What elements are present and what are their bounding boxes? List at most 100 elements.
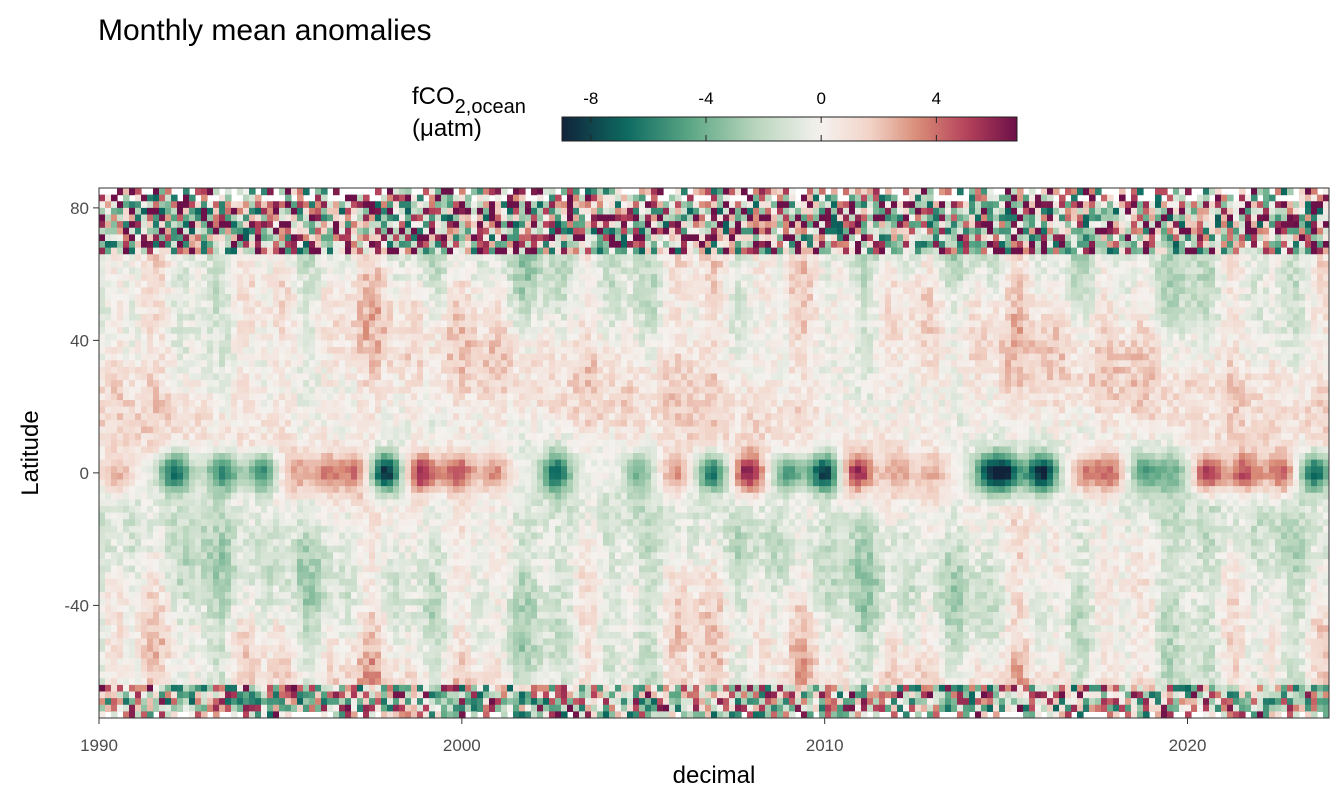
heatmap-cell xyxy=(477,188,484,196)
heatmap-cell xyxy=(315,552,322,560)
heatmap-cell xyxy=(417,373,424,381)
heatmap-cell xyxy=(411,214,418,222)
heatmap-cell xyxy=(255,691,262,699)
heatmap-cell xyxy=(315,373,322,381)
heatmap-cell xyxy=(111,585,118,593)
heatmap-cell xyxy=(399,492,406,500)
heatmap-cell xyxy=(399,294,406,302)
heatmap-cell xyxy=(219,539,226,547)
heatmap-cell xyxy=(147,645,154,653)
heatmap-cell xyxy=(243,313,250,322)
heatmap-cell xyxy=(243,300,250,308)
heatmap-cell xyxy=(321,280,328,288)
heatmap-cell xyxy=(111,466,118,474)
heatmap-cell xyxy=(135,625,142,633)
heatmap-cell xyxy=(447,194,454,202)
heatmap-cell xyxy=(111,439,118,447)
heatmap-cell xyxy=(381,665,388,673)
heatmap-cell xyxy=(327,400,334,408)
heatmap-cell xyxy=(195,625,202,633)
heatmap-cell xyxy=(321,525,328,534)
heatmap-cell xyxy=(261,592,268,600)
heatmap-cell xyxy=(111,711,118,718)
heatmap-cell xyxy=(225,194,232,202)
heatmap-cell xyxy=(309,446,316,454)
heatmap-cell xyxy=(393,612,400,620)
heatmap-cell xyxy=(129,333,136,341)
heatmap-cell xyxy=(471,532,478,540)
heatmap-cell xyxy=(105,658,112,666)
heatmap-cell xyxy=(141,373,148,381)
heatmap-cell xyxy=(405,188,412,196)
heatmap-cell xyxy=(405,274,412,282)
heatmap-cell xyxy=(243,340,250,348)
heatmap-cell xyxy=(123,446,130,454)
heatmap-cell xyxy=(441,254,448,262)
heatmap-cell xyxy=(105,433,112,441)
heatmap-cell xyxy=(345,466,352,474)
legend-title: fCO2,ocean xyxy=(412,83,526,118)
heatmap-cell xyxy=(165,419,172,428)
heatmap-cell xyxy=(321,578,328,587)
heatmap-cell xyxy=(369,406,376,414)
heatmap-cell xyxy=(465,280,472,288)
heatmap-cell xyxy=(429,320,436,328)
heatmap-cell xyxy=(153,380,160,388)
heatmap-cell xyxy=(117,227,124,235)
heatmap-cell xyxy=(405,227,412,235)
heatmap-cell xyxy=(279,618,286,626)
heatmap-cell xyxy=(273,453,280,461)
heatmap-cell xyxy=(123,638,130,646)
heatmap-cell xyxy=(237,188,244,196)
heatmap-cell xyxy=(423,247,430,255)
heatmap-cell xyxy=(237,333,244,341)
heatmap-cell xyxy=(285,320,292,328)
heatmap-cell xyxy=(99,684,106,693)
heatmap-cell xyxy=(321,221,328,229)
heatmap-cell xyxy=(429,241,436,249)
heatmap-cell xyxy=(105,439,112,447)
heatmap-cell xyxy=(147,426,154,434)
heatmap-cell xyxy=(243,691,250,699)
heatmap-cell xyxy=(375,393,382,401)
heatmap-cell xyxy=(237,227,244,235)
heatmap-cell xyxy=(441,280,448,288)
heatmap-cell xyxy=(219,274,226,282)
heatmap-cell xyxy=(393,618,400,626)
heatmap-cell xyxy=(279,294,286,302)
heatmap-cell xyxy=(237,459,244,467)
heatmap-cell xyxy=(321,691,328,699)
heatmap-cell xyxy=(405,539,412,547)
heatmap-cell xyxy=(267,247,274,255)
heatmap-cell xyxy=(339,684,346,693)
heatmap-cell xyxy=(153,287,160,295)
heatmap-cell xyxy=(303,565,310,573)
heatmap-cell xyxy=(315,678,322,686)
heatmap-cell xyxy=(165,340,172,348)
heatmap-cell xyxy=(171,532,178,540)
heatmap-cell xyxy=(147,400,154,408)
heatmap-cell xyxy=(423,320,430,328)
heatmap-cell xyxy=(327,585,334,593)
heatmap-cell xyxy=(267,499,274,507)
heatmap-cell xyxy=(459,320,466,328)
heatmap-cell xyxy=(141,201,148,209)
heatmap-cell xyxy=(285,565,292,573)
heatmap-cell xyxy=(459,539,466,547)
heatmap-cell xyxy=(309,260,316,269)
heatmap-cell xyxy=(249,221,256,229)
heatmap-cell xyxy=(423,678,430,686)
heatmap-cell xyxy=(171,360,178,368)
heatmap-cell xyxy=(387,472,394,481)
heatmap-cell xyxy=(387,274,394,282)
heatmap-cell xyxy=(465,512,472,520)
heatmap-cell xyxy=(195,612,202,620)
heatmap-cell xyxy=(309,353,316,361)
heatmap-cell xyxy=(159,214,166,222)
heatmap-cell xyxy=(363,426,370,434)
heatmap-cell xyxy=(303,618,310,626)
heatmap-cell xyxy=(213,280,220,288)
heatmap-cell xyxy=(165,400,172,408)
heatmap-cell xyxy=(177,373,184,381)
heatmap-cell xyxy=(423,612,430,620)
